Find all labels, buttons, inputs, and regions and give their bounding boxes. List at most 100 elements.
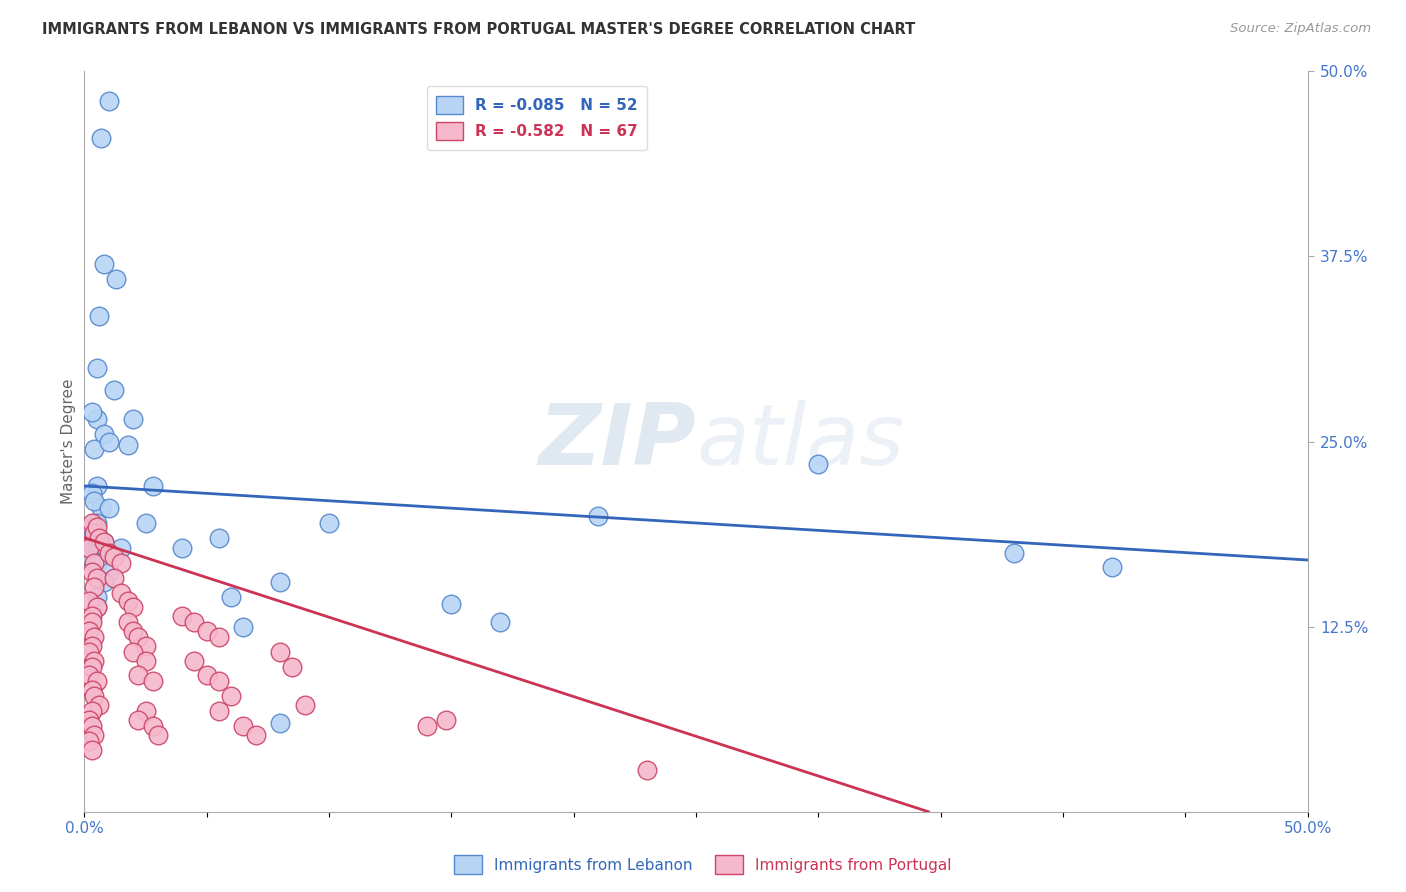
Point xyxy=(440,598,463,612)
Point xyxy=(172,541,194,556)
Point xyxy=(80,553,103,567)
Point xyxy=(195,624,218,638)
Point xyxy=(636,764,658,778)
Point xyxy=(135,654,157,668)
Point xyxy=(86,520,108,534)
Point xyxy=(86,674,108,689)
Point xyxy=(195,668,218,682)
Point xyxy=(269,575,291,590)
Point xyxy=(83,630,105,644)
Point xyxy=(90,501,112,516)
Point xyxy=(281,659,304,673)
Y-axis label: Master's Degree: Master's Degree xyxy=(60,379,76,504)
Point xyxy=(93,427,115,442)
Point xyxy=(86,412,108,426)
Text: IMMIGRANTS FROM LEBANON VS IMMIGRANTS FROM PORTUGAL MASTER'S DEGREE CORRELATION : IMMIGRANTS FROM LEBANON VS IMMIGRANTS FR… xyxy=(42,22,915,37)
Point xyxy=(97,565,120,579)
Point xyxy=(83,493,105,508)
Point xyxy=(83,728,105,742)
Point xyxy=(80,486,103,500)
Point xyxy=(103,571,125,585)
Point xyxy=(77,541,100,556)
Point xyxy=(80,719,103,733)
Point xyxy=(219,690,242,704)
Point xyxy=(93,535,115,549)
Point xyxy=(110,541,132,556)
Point xyxy=(90,131,112,145)
Point xyxy=(183,654,205,668)
Point xyxy=(127,713,149,727)
Point xyxy=(122,624,145,638)
Point xyxy=(127,668,149,682)
Point xyxy=(318,516,340,530)
Point xyxy=(77,733,100,747)
Point xyxy=(87,531,110,545)
Point xyxy=(117,615,139,630)
Point xyxy=(86,590,108,604)
Point xyxy=(172,609,194,624)
Point xyxy=(219,590,242,604)
Point xyxy=(80,639,103,653)
Point xyxy=(146,728,169,742)
Point xyxy=(86,526,108,541)
Point xyxy=(83,531,105,545)
Point xyxy=(232,619,254,633)
Point xyxy=(83,690,105,704)
Point xyxy=(86,360,108,375)
Text: ZIP: ZIP xyxy=(538,400,696,483)
Point xyxy=(93,535,115,549)
Point xyxy=(83,556,105,570)
Point xyxy=(80,615,103,630)
Point xyxy=(80,565,103,579)
Point xyxy=(77,594,100,608)
Point xyxy=(122,645,145,659)
Point xyxy=(87,531,110,545)
Point xyxy=(83,580,105,594)
Point xyxy=(86,538,108,552)
Point xyxy=(86,600,108,615)
Point xyxy=(77,668,100,682)
Point xyxy=(135,704,157,718)
Point xyxy=(86,571,108,585)
Point xyxy=(80,609,103,624)
Point xyxy=(87,698,110,712)
Point xyxy=(807,457,830,471)
Text: Source: ZipAtlas.com: Source: ZipAtlas.com xyxy=(1230,22,1371,36)
Point xyxy=(135,639,157,653)
Legend: R = -0.085   N = 52, R = -0.582   N = 67: R = -0.085 N = 52, R = -0.582 N = 67 xyxy=(426,87,647,150)
Point xyxy=(294,698,316,712)
Point xyxy=(80,704,103,718)
Point xyxy=(489,615,512,630)
Point xyxy=(80,546,103,560)
Point xyxy=(93,257,115,271)
Text: atlas: atlas xyxy=(696,400,904,483)
Point xyxy=(77,624,100,638)
Point xyxy=(80,405,103,419)
Point xyxy=(80,520,103,534)
Point xyxy=(208,704,231,718)
Point xyxy=(183,615,205,630)
Point xyxy=(208,674,231,689)
Point xyxy=(80,516,103,530)
Point xyxy=(97,546,120,560)
Point xyxy=(586,508,609,523)
Point xyxy=(83,442,105,456)
Point xyxy=(86,556,108,570)
Point xyxy=(93,575,115,590)
Point xyxy=(127,630,149,644)
Point xyxy=(269,645,291,659)
Point xyxy=(80,538,103,552)
Point xyxy=(105,271,128,285)
Point xyxy=(86,546,108,560)
Point xyxy=(77,713,100,727)
Point xyxy=(135,516,157,530)
Point xyxy=(80,683,103,698)
Point xyxy=(436,713,458,727)
Point xyxy=(80,742,103,756)
Point xyxy=(97,434,120,449)
Point xyxy=(142,719,165,733)
Point xyxy=(77,645,100,659)
Point xyxy=(1101,560,1123,574)
Point xyxy=(97,94,120,108)
Point xyxy=(117,437,139,451)
